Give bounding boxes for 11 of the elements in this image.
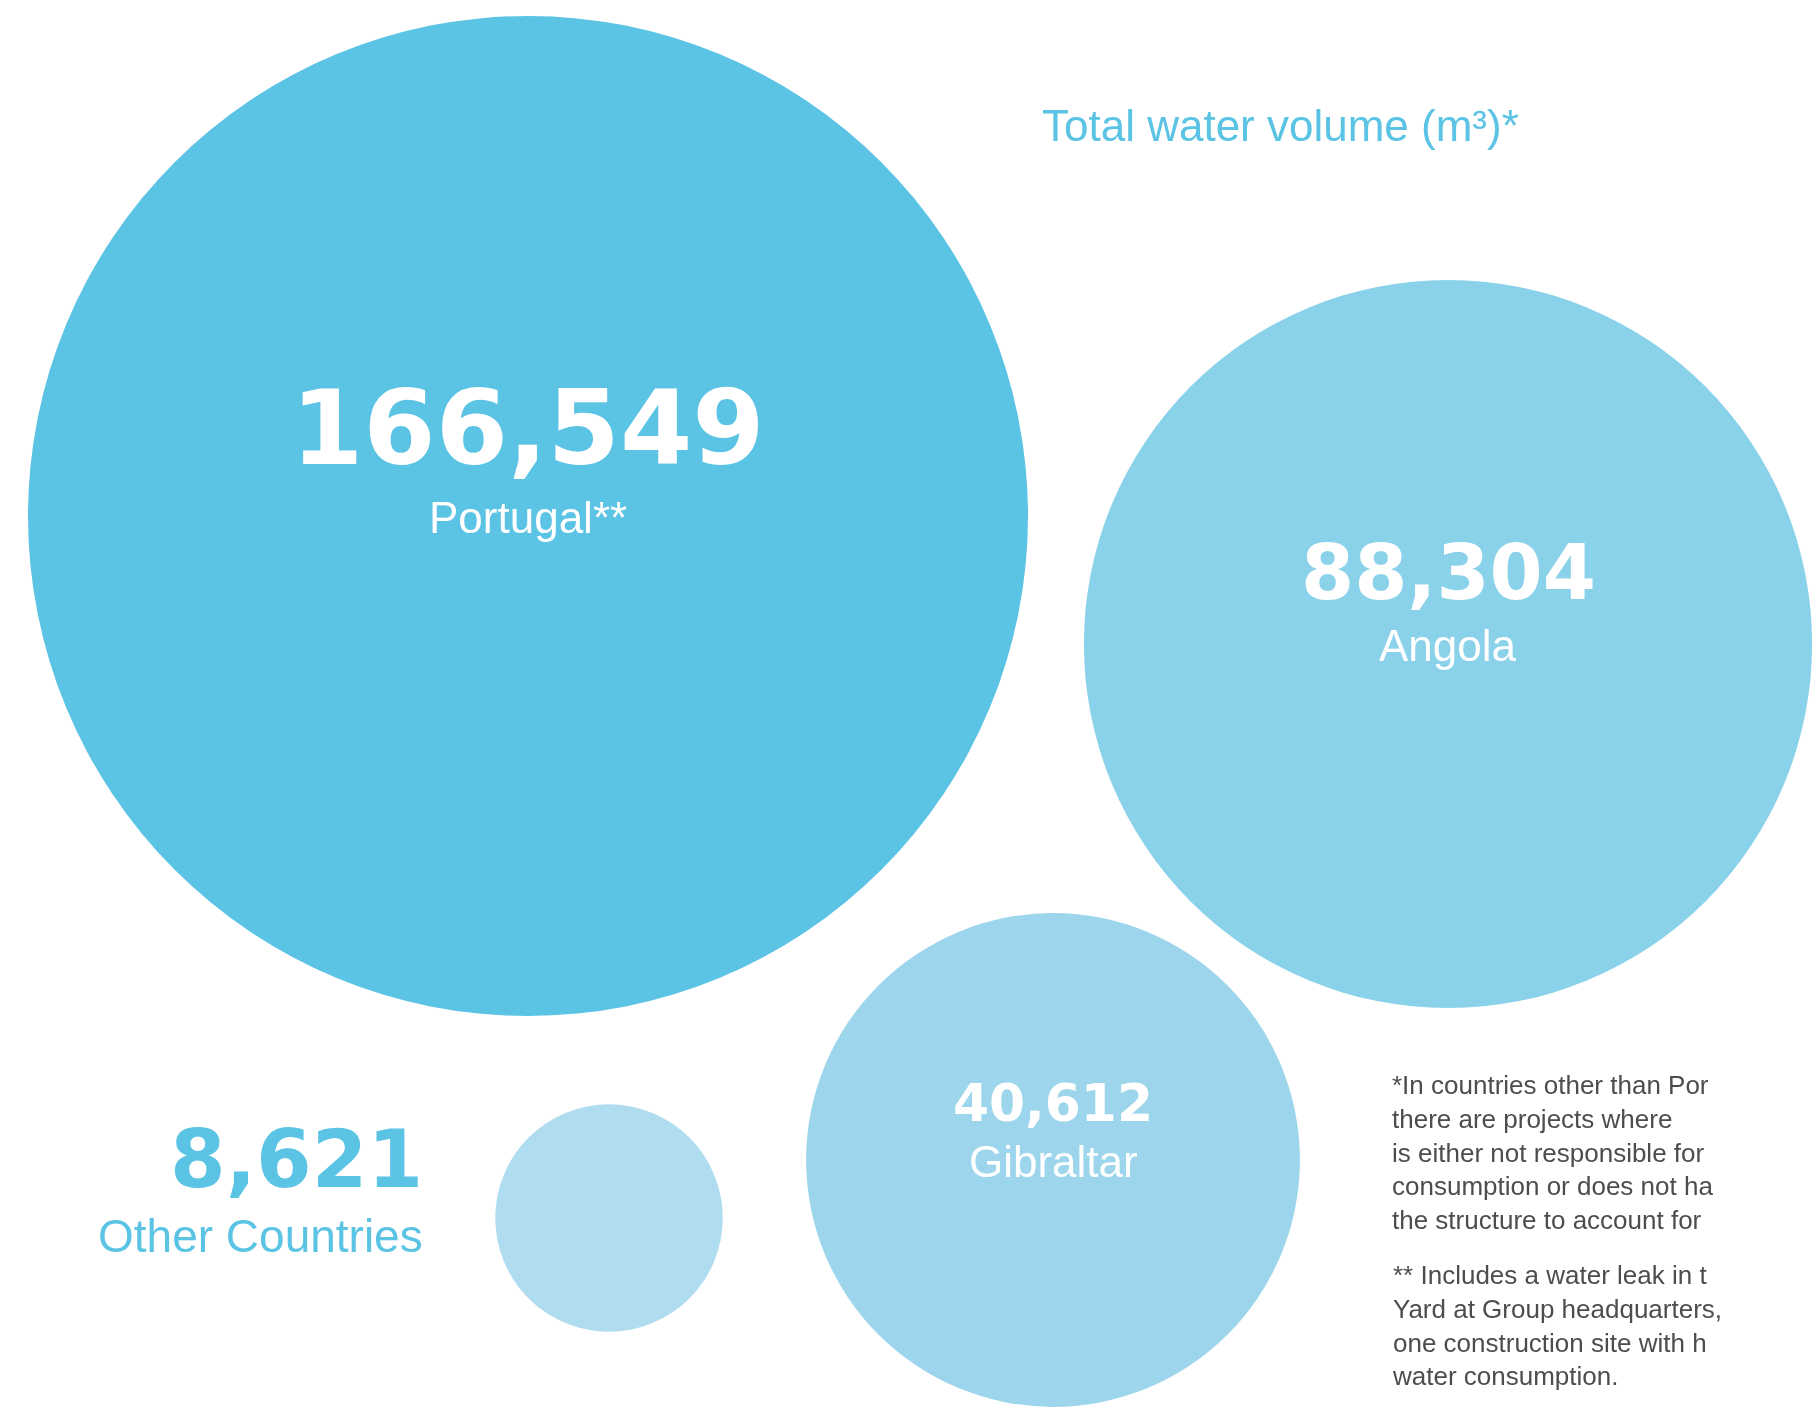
data-label: 166,549: [291, 367, 765, 489]
text: Total water volume (m³)*: [1042, 101, 1519, 150]
category-label: Angola: [1379, 621, 1517, 670]
text: ** Includes a water leak in t Yard at Group headquarters, one construction site with h water consumption.: [1392, 1260, 1723, 1392]
category-label: Other Countries: [98, 1210, 423, 1262]
data-label: 8,621: [170, 1113, 424, 1206]
data-label: 40,612: [953, 1073, 1153, 1133]
text: *In countries other than Por there are projects where is either not responsible for consumption or does not ha the structure to account for: [1392, 1070, 1714, 1236]
data-label: 88,304: [1301, 528, 1596, 617]
category-label: Portugal**: [429, 493, 628, 542]
category-label: Gibraltar: [969, 1137, 1138, 1186]
